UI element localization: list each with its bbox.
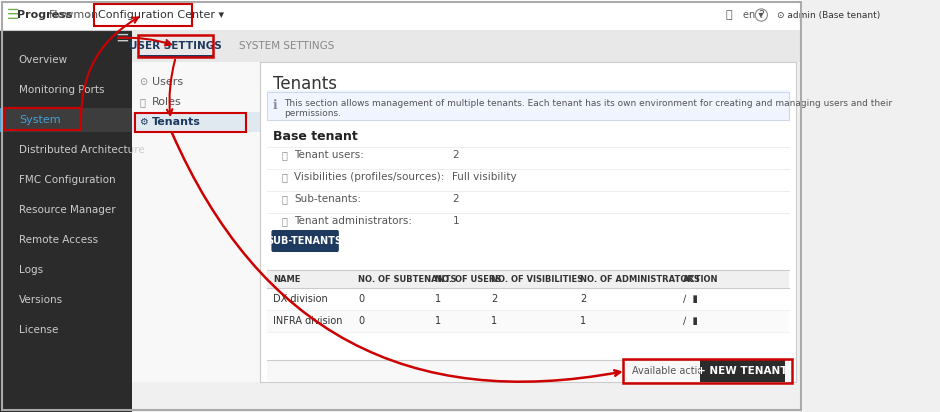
Text: 🔔: 🔔 [726, 10, 732, 20]
Text: 👥: 👥 [139, 97, 145, 107]
FancyBboxPatch shape [267, 310, 790, 332]
FancyBboxPatch shape [0, 108, 4, 132]
Text: Full visibility: Full visibility [452, 172, 517, 182]
FancyBboxPatch shape [0, 108, 133, 132]
Text: ⊙ admin (Base tenant): ⊙ admin (Base tenant) [776, 10, 880, 19]
FancyBboxPatch shape [267, 288, 790, 310]
Text: Logs: Logs [19, 265, 43, 275]
Text: ›: › [86, 8, 91, 22]
FancyBboxPatch shape [0, 30, 133, 412]
Text: ?: ? [759, 10, 764, 20]
Text: ACTION: ACTION [682, 274, 718, 283]
Text: 1: 1 [452, 216, 459, 226]
FancyBboxPatch shape [133, 62, 260, 382]
FancyBboxPatch shape [700, 360, 785, 382]
Text: NO. OF VISIBILITIES: NO. OF VISIBILITIES [491, 274, 583, 283]
Text: ℹ: ℹ [274, 98, 278, 112]
Text: 👤: 👤 [282, 150, 288, 160]
Text: Tenant administrators:: Tenant administrators: [294, 216, 413, 226]
FancyBboxPatch shape [138, 33, 213, 57]
Text: License: License [19, 325, 58, 335]
FancyBboxPatch shape [272, 230, 338, 252]
FancyBboxPatch shape [133, 30, 803, 412]
Text: 0: 0 [358, 316, 365, 326]
FancyBboxPatch shape [267, 270, 790, 288]
Text: 1: 1 [435, 294, 442, 304]
Text: SYSTEM SETTINGS: SYSTEM SETTINGS [239, 41, 335, 51]
Text: 2: 2 [452, 194, 459, 204]
Text: ≡: ≡ [116, 29, 129, 47]
Text: Tenant users:: Tenant users: [294, 150, 365, 160]
Text: ⊙: ⊙ [139, 77, 148, 87]
FancyBboxPatch shape [267, 90, 790, 120]
Text: 2: 2 [491, 294, 497, 304]
Text: 2: 2 [452, 150, 459, 160]
FancyBboxPatch shape [133, 112, 260, 132]
Text: Flowmon: Flowmon [49, 10, 99, 20]
Text: Versions: Versions [19, 295, 63, 305]
Text: + NEW TENANT: + NEW TENANT [697, 366, 788, 376]
Text: This section allows management of multiple tenants. Each tenant has its own envi: This section allows management of multip… [284, 99, 892, 118]
FancyBboxPatch shape [260, 62, 796, 382]
Text: ∕  ▮: ∕ ▮ [682, 294, 697, 304]
Text: ⚙: ⚙ [139, 117, 148, 127]
Text: NO. OF ADMINISTRATORS: NO. OF ADMINISTRATORS [580, 274, 700, 283]
Text: Roles: Roles [152, 97, 181, 107]
Text: ∕  ▮: ∕ ▮ [682, 316, 697, 326]
Text: Configuration Center ▾: Configuration Center ▾ [98, 10, 225, 20]
Text: Remote Access: Remote Access [19, 235, 98, 245]
Text: Available actions:: Available actions: [632, 366, 717, 376]
Text: Distributed Architecture: Distributed Architecture [19, 145, 145, 155]
FancyBboxPatch shape [94, 4, 192, 26]
Text: ☰: ☰ [7, 8, 20, 22]
Text: 0: 0 [358, 294, 365, 304]
Text: Users: Users [152, 77, 183, 87]
Text: 1: 1 [491, 316, 497, 326]
Text: SUB-TENANTS: SUB-TENANTS [267, 236, 343, 246]
Text: NO. OF USERS: NO. OF USERS [435, 274, 502, 283]
Text: NAME: NAME [274, 274, 301, 283]
Text: 1: 1 [435, 316, 442, 326]
Text: Resource Manager: Resource Manager [19, 205, 116, 215]
FancyBboxPatch shape [267, 360, 790, 382]
Text: USER SETTINGS: USER SETTINGS [130, 41, 222, 51]
Text: 👤: 👤 [282, 216, 288, 226]
Text: INFRA division: INFRA division [274, 316, 342, 326]
Text: DX division: DX division [274, 294, 328, 304]
Text: 👤: 👤 [282, 172, 288, 182]
Text: NO. OF SUBTENANTS: NO. OF SUBTENANTS [358, 274, 457, 283]
FancyBboxPatch shape [0, 0, 803, 30]
Text: Tenants: Tenants [274, 75, 337, 93]
Text: Sub-tenants:: Sub-tenants: [294, 194, 362, 204]
FancyBboxPatch shape [138, 55, 213, 58]
FancyBboxPatch shape [133, 30, 803, 62]
Text: FMC Configuration: FMC Configuration [19, 175, 116, 185]
Text: 2: 2 [580, 294, 587, 304]
Text: Monitoring Ports: Monitoring Ports [19, 85, 104, 95]
Text: Base tenant: Base tenant [274, 130, 358, 143]
Text: Overview: Overview [19, 55, 68, 65]
Text: en ▾: en ▾ [743, 10, 762, 20]
Text: Progress: Progress [17, 10, 72, 20]
Text: 1: 1 [580, 316, 587, 326]
Text: System: System [19, 115, 60, 125]
Text: Tenants: Tenants [152, 117, 201, 127]
Text: Visibilities (profiles/sources):: Visibilities (profiles/sources): [294, 172, 445, 182]
Text: 👤: 👤 [282, 194, 288, 204]
